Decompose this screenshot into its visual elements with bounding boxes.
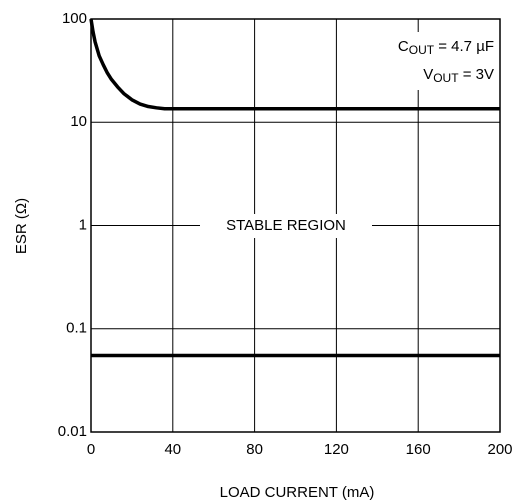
- annotation-sub: OUT: [433, 71, 459, 85]
- annotation-main: C: [398, 38, 409, 55]
- line: [89, 18, 500, 111]
- y-tick-label: 0.1: [66, 320, 87, 337]
- y-axis-label: ESR (Ω): [13, 198, 30, 254]
- y-tick-label: 1: [79, 216, 87, 233]
- x-tick-label: 120: [324, 441, 349, 458]
- x-tick-label: 0: [87, 441, 95, 458]
- y-tick-label: 0.01: [58, 423, 87, 440]
- annotation-rest: = 3V: [459, 66, 494, 83]
- annotation-rest: = 4.7 µF: [434, 38, 494, 55]
- x-tick-label: 200: [487, 441, 512, 458]
- x-axis-label: LOAD CURRENT (mA): [220, 484, 375, 501]
- x-tick-label: 80: [246, 441, 263, 458]
- x-tick-label: 160: [406, 441, 431, 458]
- y-tick-label: 100: [62, 10, 87, 27]
- annotation-background: [350, 32, 495, 90]
- annotation-background: [200, 214, 372, 238]
- annotation: COUT = 4.7 µF: [398, 38, 494, 57]
- annotation: VOUT = 3V: [423, 66, 494, 85]
- x-tick-label: 40: [164, 441, 181, 458]
- annotation-sub: OUT: [409, 43, 435, 57]
- plot-frame: [90, 18, 501, 433]
- annotation: STABLE REGION: [226, 217, 346, 234]
- y-tick-label: 10: [70, 113, 87, 130]
- annotation-main: V: [423, 66, 433, 83]
